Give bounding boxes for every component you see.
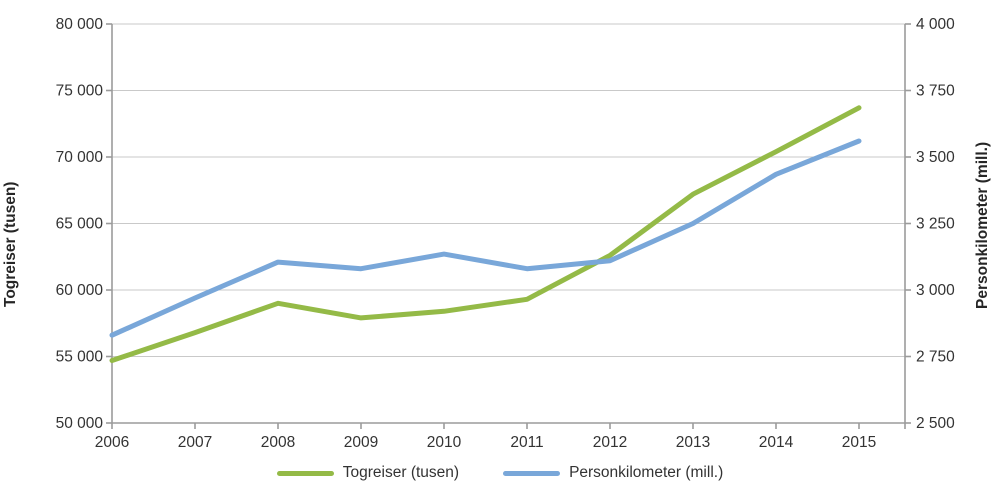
svg-text:2009: 2009	[344, 434, 378, 451]
right-axis-title: Personkilometer (mill.)	[974, 141, 991, 309]
svg-text:2011: 2011	[510, 434, 543, 451]
svg-text:75 000: 75 000	[56, 83, 104, 100]
svg-text:3 750: 3 750	[916, 83, 955, 100]
svg-text:50 000: 50 000	[56, 415, 104, 432]
svg-text:2 500: 2 500	[916, 415, 955, 432]
svg-text:60 000: 60 000	[56, 282, 104, 299]
legend-item-togreiser: Togreiser (tusen)	[276, 464, 460, 482]
blue-line-swatch	[503, 470, 561, 476]
svg-text:2012: 2012	[593, 434, 627, 451]
svg-text:3 000: 3 000	[916, 282, 955, 299]
svg-text:2008: 2008	[261, 434, 295, 451]
svg-text:2 750: 2 750	[916, 349, 955, 366]
svg-text:55 000: 55 000	[56, 349, 104, 366]
green-line-swatch	[276, 470, 334, 476]
svg-text:2007: 2007	[178, 434, 212, 451]
svg-text:2013: 2013	[676, 434, 710, 451]
legend-label-personkilometer: Personkilometer (mill.)	[569, 464, 724, 481]
legend-item-personkilometer: Personkilometer (mill.)	[503, 464, 723, 482]
svg-text:4 000: 4 000	[916, 16, 955, 33]
svg-text:70 000: 70 000	[56, 149, 104, 166]
svg-text:3 500: 3 500	[916, 149, 955, 166]
svg-text:2006: 2006	[95, 434, 129, 451]
chart-legend: Togreiser (tusen) Personkilometer (mill.…	[0, 464, 1000, 482]
svg-text:2010: 2010	[427, 434, 462, 451]
svg-text:2015: 2015	[842, 434, 876, 451]
svg-text:3 250: 3 250	[916, 216, 955, 233]
svg-text:2014: 2014	[759, 434, 794, 451]
svg-text:65 000: 65 000	[56, 216, 104, 233]
svg-text:80 000: 80 000	[56, 16, 104, 33]
legend-label-togreiser: Togreiser (tusen)	[342, 464, 460, 481]
